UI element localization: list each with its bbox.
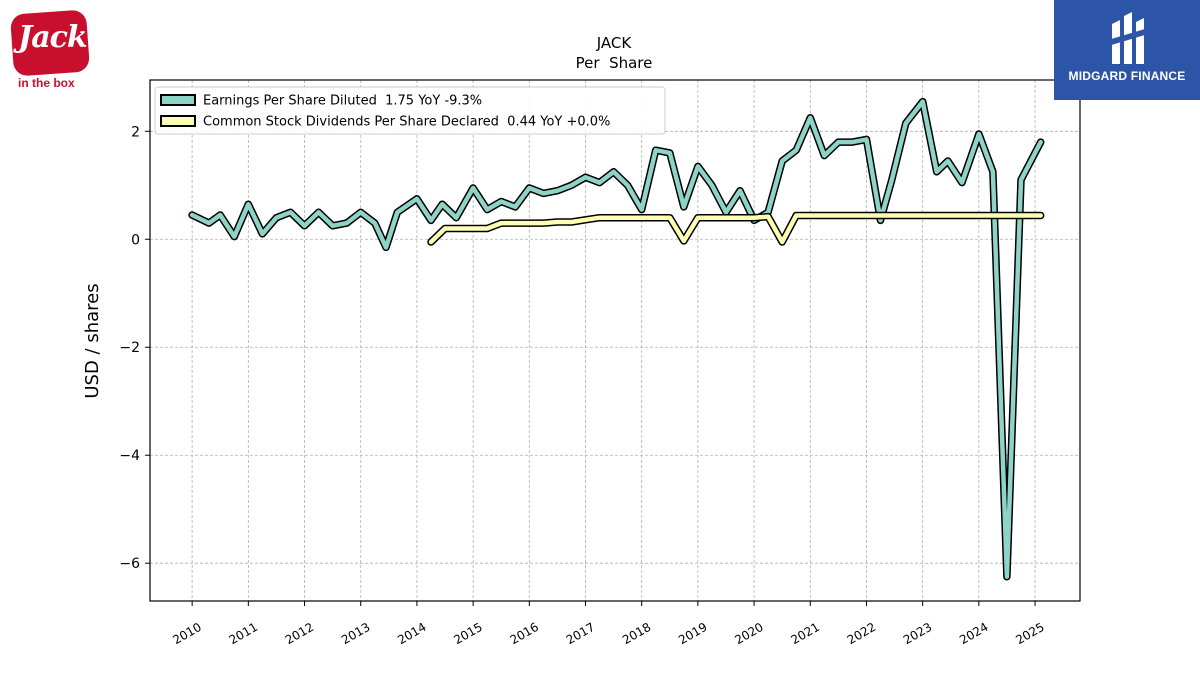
- grid: [150, 80, 1080, 601]
- series-1-line: [189, 99, 1043, 579]
- x-tick-label: 2017: [564, 620, 597, 647]
- x-tick-label: 2016: [508, 620, 541, 647]
- y-tick-label: 2: [131, 124, 140, 140]
- legend-swatch: [160, 115, 196, 127]
- x-tick-label: 2018: [620, 620, 653, 647]
- chart-title: JACK: [596, 34, 633, 52]
- plot-frame: [149, 79, 1081, 602]
- x-tick-label: 2025: [1013, 620, 1046, 647]
- y-axis-label: USD / shares: [82, 283, 103, 398]
- x-tick-label: 2013: [339, 620, 372, 647]
- legend-swatch: [160, 94, 196, 106]
- x-tick-label: 2015: [451, 620, 484, 647]
- legend-label: Earnings Per Share Diluted 1.75 YoY -9.3…: [203, 94, 482, 109]
- legend-box: [154, 86, 666, 135]
- x-tick-label: 2014: [395, 620, 428, 647]
- publisher-logo-name: MIDGARD FINANCE: [1068, 69, 1186, 83]
- y-tick-label: −6: [119, 556, 140, 572]
- x-tick-label: 2023: [901, 620, 934, 647]
- legend: Earnings Per Share Diluted 1.75 YoY -9.3…: [154, 86, 666, 135]
- y-tick-label: 0: [131, 232, 140, 248]
- publisher-logo-icon: [1108, 12, 1148, 64]
- x-tick-label: 2024: [957, 620, 990, 647]
- x-tick-label: 2021: [789, 620, 822, 647]
- y-tick-label: −4: [119, 448, 140, 464]
- x-tick-label: 2012: [283, 620, 316, 647]
- series-layer: [188, 97, 1045, 581]
- legend-label: Common Stock Dividends Per Share Declare…: [203, 115, 610, 130]
- x-tick-label: 2011: [227, 620, 260, 647]
- x-tick-label: 2010: [170, 620, 203, 647]
- company-logo-tagline: in the box: [18, 76, 75, 90]
- publisher-logo: MIDGARD FINANCE: [1054, 0, 1200, 100]
- company-logo-word: Jack: [18, 20, 88, 55]
- ticks: 2010 2011 2012 2013 2014 2015 2016 2017 2018 2019…: [119, 124, 1046, 647]
- company-logo: Jack in the box: [6, 6, 91, 90]
- series-2-line: [428, 213, 1043, 245]
- x-tick-label: 2020: [732, 620, 765, 647]
- x-tick-label: 2022: [845, 620, 878, 647]
- y-tick-label: −2: [119, 340, 140, 356]
- x-tick-label: 2019: [676, 620, 709, 647]
- chart-subtitle: Per Share: [576, 54, 653, 72]
